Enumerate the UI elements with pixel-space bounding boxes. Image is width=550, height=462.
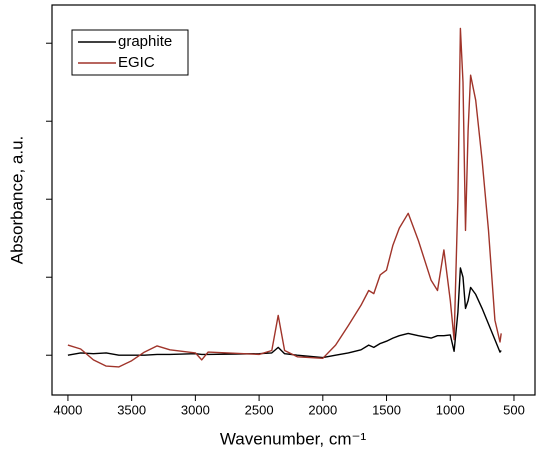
x-axis-label: Wavenumber, cm⁻¹ bbox=[220, 429, 367, 448]
x-tick-label: 1000 bbox=[436, 402, 465, 417]
x-tick-label: 4000 bbox=[53, 402, 82, 417]
x-tick-label: 1500 bbox=[372, 402, 401, 417]
x-tick-label: 500 bbox=[503, 402, 525, 417]
x-tick-label: 2000 bbox=[308, 402, 337, 417]
x-tick-label: 3000 bbox=[181, 402, 210, 417]
spectrum-line bbox=[67, 267, 502, 359]
legend-label: graphite bbox=[118, 33, 172, 50]
plot-frame bbox=[51, 4, 536, 396]
x-tick-label: 2500 bbox=[245, 402, 274, 417]
spectrum-line bbox=[67, 27, 502, 368]
y-axis-label: Absorbance, a.u. bbox=[7, 136, 26, 265]
legend-label: EGIC bbox=[118, 54, 155, 71]
legend-box bbox=[71, 29, 189, 76]
x-tick-label: 3500 bbox=[117, 402, 146, 417]
